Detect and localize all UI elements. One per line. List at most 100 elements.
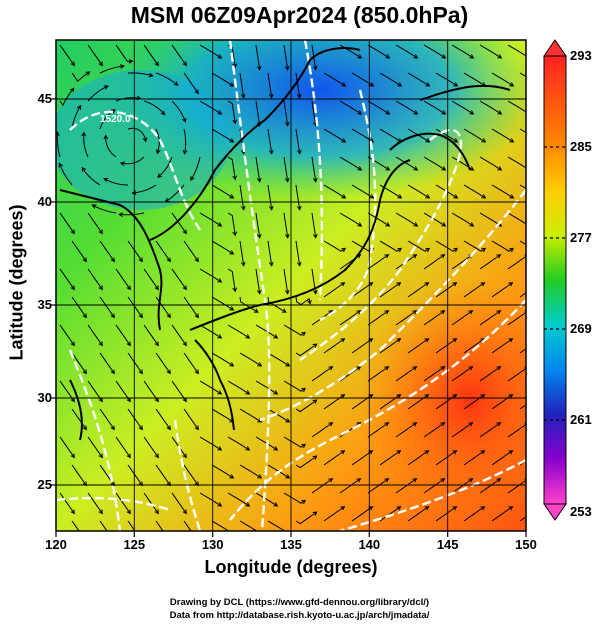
streamline-arrowhead	[166, 481, 171, 487]
streamline	[351, 128, 374, 143]
streamline-arrowhead	[296, 205, 302, 211]
streamline-arrowhead	[509, 138, 515, 143]
contour-line	[259, 189, 526, 422]
contour-line	[299, 128, 463, 361]
streamline-arrowhead	[138, 481, 143, 487]
streamline-arrowhead	[126, 453, 131, 459]
streamline	[255, 268, 261, 294]
streamline-arrowhead	[182, 61, 187, 67]
streamline	[339, 310, 361, 326]
streamline	[267, 72, 273, 98]
streamline	[255, 100, 261, 126]
streamline	[423, 100, 446, 115]
streamline	[491, 338, 513, 354]
x-tick-label: 140	[358, 537, 381, 552]
streamline-arrowhead	[497, 110, 503, 115]
streamline	[395, 422, 417, 438]
streamline-arrowhead	[537, 82, 541, 86]
streamline-arrowhead	[509, 247, 515, 253]
streamline-arrowhead	[413, 110, 419, 115]
streamline-arrowhead	[301, 331, 307, 337]
streamline-arrowhead	[91, 204, 97, 209]
streamline	[423, 212, 446, 227]
streamline-arrowhead	[496, 310, 502, 315]
coastline-kyushu	[194, 339, 235, 431]
streamline-arrowhead	[285, 418, 291, 423]
streamline	[227, 492, 250, 507]
colorbar-scale	[543, 55, 567, 505]
svg-text:1520.0: 1520.0	[100, 114, 131, 125]
streamline-arrowhead	[194, 425, 199, 431]
streamline-arrowhead	[412, 254, 418, 259]
streamline-arrowhead	[268, 261, 274, 267]
streamline-arrowhead	[257, 362, 263, 367]
streamline	[211, 464, 234, 479]
streamline	[435, 128, 458, 143]
streamline-arrowhead	[357, 110, 363, 115]
streamline	[339, 366, 361, 382]
streamline-arrowhead	[384, 478, 390, 483]
streamline-arrowhead	[312, 511, 318, 516]
streamline-arrowhead	[312, 455, 318, 460]
streamline-arrowhead	[281, 308, 287, 313]
colorbar-label: 285	[570, 139, 592, 154]
streamline	[227, 156, 236, 180]
streamline	[143, 324, 159, 346]
streamline	[239, 296, 259, 313]
streamline	[311, 366, 333, 382]
streamline-arrowhead	[232, 63, 238, 69]
streamline-arrowhead	[194, 89, 199, 95]
streamline-arrowhead	[413, 222, 419, 227]
contour-line	[339, 458, 526, 531]
streamline	[507, 367, 526, 382]
streamline	[451, 100, 474, 115]
streamline-arrowhead	[256, 233, 262, 239]
streamline	[165, 184, 185, 203]
streamline-arrowhead	[126, 285, 131, 291]
streamline-arrowhead	[469, 166, 475, 171]
streamline	[519, 72, 526, 78]
streamline-arrowhead	[480, 282, 486, 287]
streamline-arrowhead	[441, 222, 447, 227]
streamline-arrowhead	[508, 394, 514, 399]
streamline-arrowhead	[341, 194, 347, 199]
y-tick-label: 45	[37, 91, 52, 106]
streamline-arrowhead	[217, 334, 223, 339]
streamline	[379, 450, 401, 466]
coastline-sakhalin	[264, 47, 361, 121]
streamline-arrowhead	[69, 87, 75, 93]
streamline-arrowhead	[296, 261, 302, 267]
streamline	[283, 324, 306, 336]
streamline-arrowhead	[453, 247, 459, 253]
streamline	[311, 478, 333, 494]
coastline-hokkaido	[389, 132, 471, 171]
streamline-arrowhead	[508, 282, 514, 287]
streamline-arrowhead	[154, 61, 159, 67]
streamline	[339, 212, 362, 227]
streamline	[199, 100, 222, 115]
streamline-arrowhead	[369, 82, 375, 87]
contour-line	[228, 40, 271, 531]
streamline-arrowhead	[537, 451, 541, 455]
streamline-arrowhead	[217, 502, 223, 507]
streamline	[407, 282, 429, 298]
streamline-arrowhead	[452, 338, 458, 343]
streamline-arrowhead	[480, 506, 486, 511]
streamline-arrowhead	[497, 54, 503, 59]
streamline-arrowhead	[273, 390, 279, 395]
y-tick-label: 40	[37, 194, 52, 209]
streamline-arrowhead	[497, 166, 503, 171]
streamline	[239, 520, 258, 531]
streamline	[367, 366, 389, 382]
streamline	[59, 44, 75, 66]
streamline-arrowhead	[232, 119, 238, 125]
streamline	[491, 240, 514, 252]
streamline-arrowhead	[232, 175, 238, 181]
streamline	[295, 511, 317, 525]
streamline	[155, 296, 171, 318]
streamline-arrowhead	[58, 162, 64, 168]
streamline	[127, 464, 143, 486]
contour-line	[56, 496, 171, 512]
streamline-arrowhead	[285, 362, 291, 367]
